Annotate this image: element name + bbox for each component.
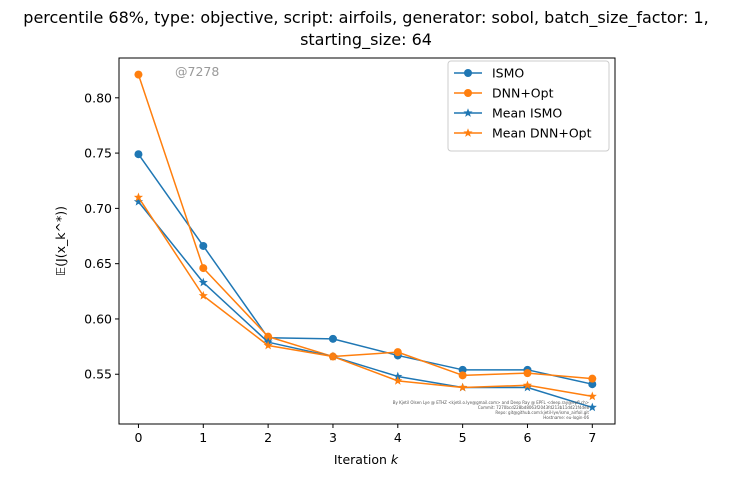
legend: ISMO DNN+Opt Mean ISMO Mean DNN+Opt <box>447 60 610 152</box>
data-point <box>328 334 337 343</box>
footer-credits: By Kjetil Olsen Lye @ ETHZ <kjetil.o.lye… <box>393 400 590 420</box>
data-point <box>199 264 208 273</box>
x-tick-label: 2 <box>264 430 272 445</box>
data-point <box>199 241 208 250</box>
series-line <box>137 196 593 398</box>
footer-line-1: By Kjetil Olsen Lye @ ETHZ <kjetil.o.lye… <box>393 400 589 405</box>
y-tick-label: 0.65 <box>84 256 112 271</box>
x-tick-label: 0 <box>134 430 142 445</box>
y-axis-label: 𝔼(J(x_k^*)) <box>53 206 68 276</box>
x-tick-label: 4 <box>394 430 402 445</box>
series-line <box>137 74 593 380</box>
x-axis-label: Iteration k <box>334 452 399 467</box>
data-point <box>133 192 144 202</box>
legend-marker <box>463 128 473 137</box>
legend-marker <box>463 108 473 117</box>
y-tick-label: 0.75 <box>84 146 112 161</box>
data-point <box>588 380 597 389</box>
watermark: @7278 <box>175 64 219 79</box>
data-point <box>198 277 208 287</box>
y-tick-label: 0.55 <box>84 367 112 382</box>
x-axis-label-var: k <box>391 452 399 467</box>
x-tick-label: 7 <box>588 430 596 445</box>
data-point <box>458 365 467 374</box>
data-point <box>263 340 273 350</box>
series-3 <box>133 192 597 401</box>
y-tick-label: 0.70 <box>84 201 112 216</box>
plot-frame <box>118 57 616 425</box>
data-point <box>588 374 597 383</box>
data-point <box>587 402 597 412</box>
x-axis-label-text: Iteration <box>334 452 391 467</box>
data-point <box>133 196 144 206</box>
x-tick-label: 1 <box>199 430 207 445</box>
series-line <box>137 153 593 385</box>
x-axis-ticks: 0 1 2 3 4 5 6 7 <box>134 424 596 445</box>
legend-marker <box>464 89 472 97</box>
chart-title-line1: percentile 68%, type: objective, script:… <box>23 8 708 28</box>
legend-marker <box>464 69 472 77</box>
y-axis-ticks: 0.55 0.60 0.65 0.70 0.75 0.80 <box>84 90 119 382</box>
x-tick-label: 3 <box>329 430 337 445</box>
data-point <box>134 70 143 79</box>
legend-label: DNN+Opt <box>492 86 554 101</box>
legend-label: ISMO <box>492 66 524 81</box>
legend-label: Mean DNN+Opt <box>492 126 592 141</box>
y-tick-label: 0.60 <box>84 311 112 326</box>
data-point <box>393 348 402 357</box>
data-point <box>458 382 468 392</box>
data-point <box>198 290 208 300</box>
legend-label: Mean ISMO <box>492 106 562 121</box>
data-point <box>458 371 467 380</box>
data-point <box>522 380 533 390</box>
data-point <box>328 351 338 361</box>
footer-line-2: Commit: 7270bcd228bd8063f2043fd213b11dd2… <box>478 405 590 410</box>
footer-line-4: Hostname: eu-login-06 <box>543 415 589 420</box>
series-line <box>137 201 593 409</box>
data-point <box>393 371 403 381</box>
data-point <box>393 376 403 385</box>
series-layer <box>133 70 597 412</box>
legend-box <box>447 60 610 152</box>
data-point <box>587 391 597 401</box>
x-tick-label: 5 <box>459 430 467 445</box>
y-tick-label: 0.80 <box>84 90 112 105</box>
chart-title-line2: starting_size: 64 <box>300 30 432 50</box>
footer-line-3: Repo: git@github.com:kjetil-lye/ismo_air… <box>495 410 589 415</box>
data-point <box>264 332 273 341</box>
data-point <box>134 150 143 159</box>
data-point <box>523 369 532 378</box>
x-tick-label: 6 <box>523 430 531 445</box>
